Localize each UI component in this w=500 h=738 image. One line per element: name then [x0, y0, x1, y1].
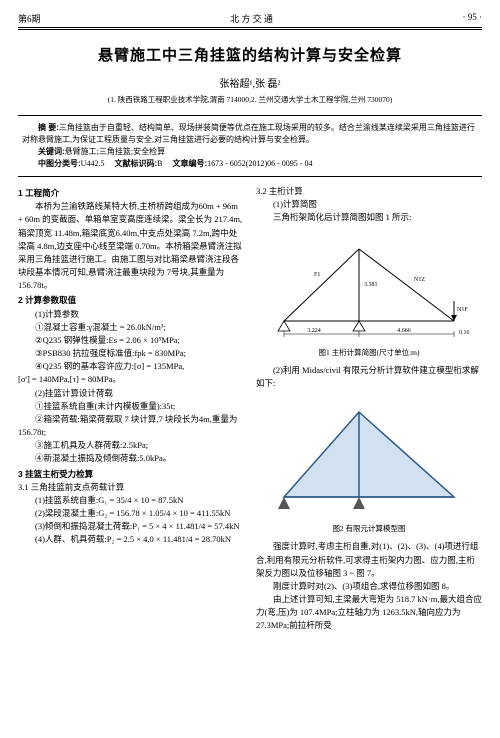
figure-2: 图2 有限元计算模型图	[256, 397, 482, 535]
figure-1-caption: 图1 主桁计算简图(尺寸单位:m)	[256, 347, 482, 359]
left-column: 1 工程简介 本桥为兰渝铁路线某特大桥,主桥桥跨组成为60m + 96m + 6…	[18, 185, 244, 633]
load-line: ②箱梁荷载:箱梁荷载取 7 块计算,7 块段长为4m,重量为 156.78t;	[18, 413, 244, 439]
section-3-heading: 3 挂篮主桁受力检算	[18, 468, 244, 481]
load-line: ④新混凝土振捣及倾倒荷载:5.0kPa。	[18, 452, 244, 465]
doc-code-label: 文献标识码:	[114, 159, 157, 168]
right-para-3: 强度计算时,考虑主桁自重,对(1)、(2)、(3)、(4)项进行组合,利用有限元…	[256, 540, 482, 580]
fig1-intro: 三角桁架简化后计算简图如图 1 所示:	[256, 211, 482, 224]
section-3-2-heading: 3.2 主桁计算	[256, 185, 482, 198]
param-line: ①混凝土容重:γ混凝土 = 26.0kN/m³;	[18, 321, 244, 334]
calc-line: (2)梁段混凝土重:G₂ = 156.78 × 1.05/4 × 10 = 41…	[18, 507, 244, 520]
doc-code-value: B	[157, 159, 162, 168]
abstract-label: 摘 要:	[38, 123, 59, 132]
section-1-heading: 1 工程简介	[18, 187, 244, 200]
abstract-block: 摘 要:三角挂篮由于自重轻、结构简单、现场拼装简便等优点在施工现场采用的较多。结…	[18, 115, 482, 177]
section-3-1-heading: 3.1 三角挂篮前支点荷载计算	[18, 481, 244, 494]
fig1-n2: N1F	[457, 307, 468, 313]
load-line: ③施工机具及人群荷载:2.5kPa;	[18, 439, 244, 452]
fig1-n1: F1	[314, 272, 320, 278]
section-2-heading: 2 计算参数取值	[18, 294, 244, 307]
right-para-4: 刚度计算时对(2)、(3)项组合,求得位移图如图 8。	[256, 580, 482, 593]
article-id-value: 1673 - 6052(2012)06 - 0095 - 04	[207, 159, 312, 168]
keywords-label: 关键词:	[38, 147, 65, 156]
section-2-1-heading: (1)计算参数	[18, 308, 244, 321]
fig1-n3: N1Z	[414, 277, 425, 283]
calc-line: (1)挂篮系统自重:G₁ = 35/4 × 10 = 87.5kN	[18, 494, 244, 507]
keywords-text: 悬臂施工;三角挂篮;安全检算	[65, 147, 165, 156]
calc-line: (4)人群、机具荷载:P₂ = 2.5 × 4.0 × 11.481/4 = 2…	[18, 533, 244, 546]
article-title: 悬臂施工中三角挂篮的结构计算与安全检算	[18, 44, 482, 65]
param-line: [σ'] = 140MPa,[τ] = 80MPa。	[18, 373, 244, 386]
header-rule	[18, 27, 482, 30]
abstract-text: 三角挂篮由于自重轻、结构简单、现场拼装简便等优点在施工现场采用的较多。结合兰渝线…	[22, 123, 475, 144]
authors: 张裕超¹,张 磊²	[18, 75, 482, 90]
calc-line: (3)倾倒和振捣混凝土荷载:P₁ = 5 × 4 × 11.481/4 = 57…	[18, 520, 244, 533]
section-3-2-1-heading: (1)计算简图	[256, 198, 482, 211]
fig2-intro: (2)利用 Midas/civil 有限元分析计算软件建立模型桁求解如下:	[256, 364, 482, 390]
param-line: ③PSB830 抗拉强度标准值:fpk = 830MPa;	[18, 347, 244, 360]
right-column: 3.2 主桁计算 (1)计算简图 三角桁架简化后计算简图如图 1 所示:	[256, 185, 482, 633]
affiliations: (1. 陕西铁路工程职业技术学院,渭南 714000;2. 兰州交通大学土木工程…	[18, 94, 482, 105]
issue-label: 第6期	[18, 12, 41, 25]
figure-1: 3.224 4.666 3.381 F1 N1F N1Z 0.16 图1 主桁计…	[256, 231, 482, 359]
fig1-nb: 0.16	[459, 330, 470, 336]
fig1-dim1: 3.224	[307, 328, 321, 334]
fig1-dimh: 3.381	[364, 282, 378, 288]
load-line: ①挂篮系统自重(未计内模板重量):35t;	[18, 400, 244, 413]
section-2-2-heading: (2)挂篮计算设计荷载	[18, 387, 244, 400]
class-value: U442.5	[81, 159, 105, 168]
journal-name: 北 方 交 通	[230, 12, 273, 25]
param-line: ④Q235 钢的基本容许应力:[σ] = 135MPa,	[18, 360, 244, 373]
page-number: · 95 ·	[463, 12, 483, 25]
figure-2-caption: 图2 有限元计算模型图	[256, 523, 482, 535]
article-id-label: 文章编号:	[172, 159, 207, 168]
section-1-para: 本桥为兰渝铁路线某特大桥,主桥桥跨组成为60m + 96m + 60m 的变截面…	[18, 200, 244, 292]
right-para-5: 由上述计算可知,主梁最大弯矩为 518.7 kN·m,最大组合应力(弯,压)为 …	[256, 593, 482, 633]
param-line: ②Q235 钢弹性模量:Es = 2.06 × 10⁵MPa;	[18, 334, 244, 347]
fig1-dim2: 4.666	[397, 328, 411, 334]
class-label: 中图分类号:	[38, 159, 81, 168]
